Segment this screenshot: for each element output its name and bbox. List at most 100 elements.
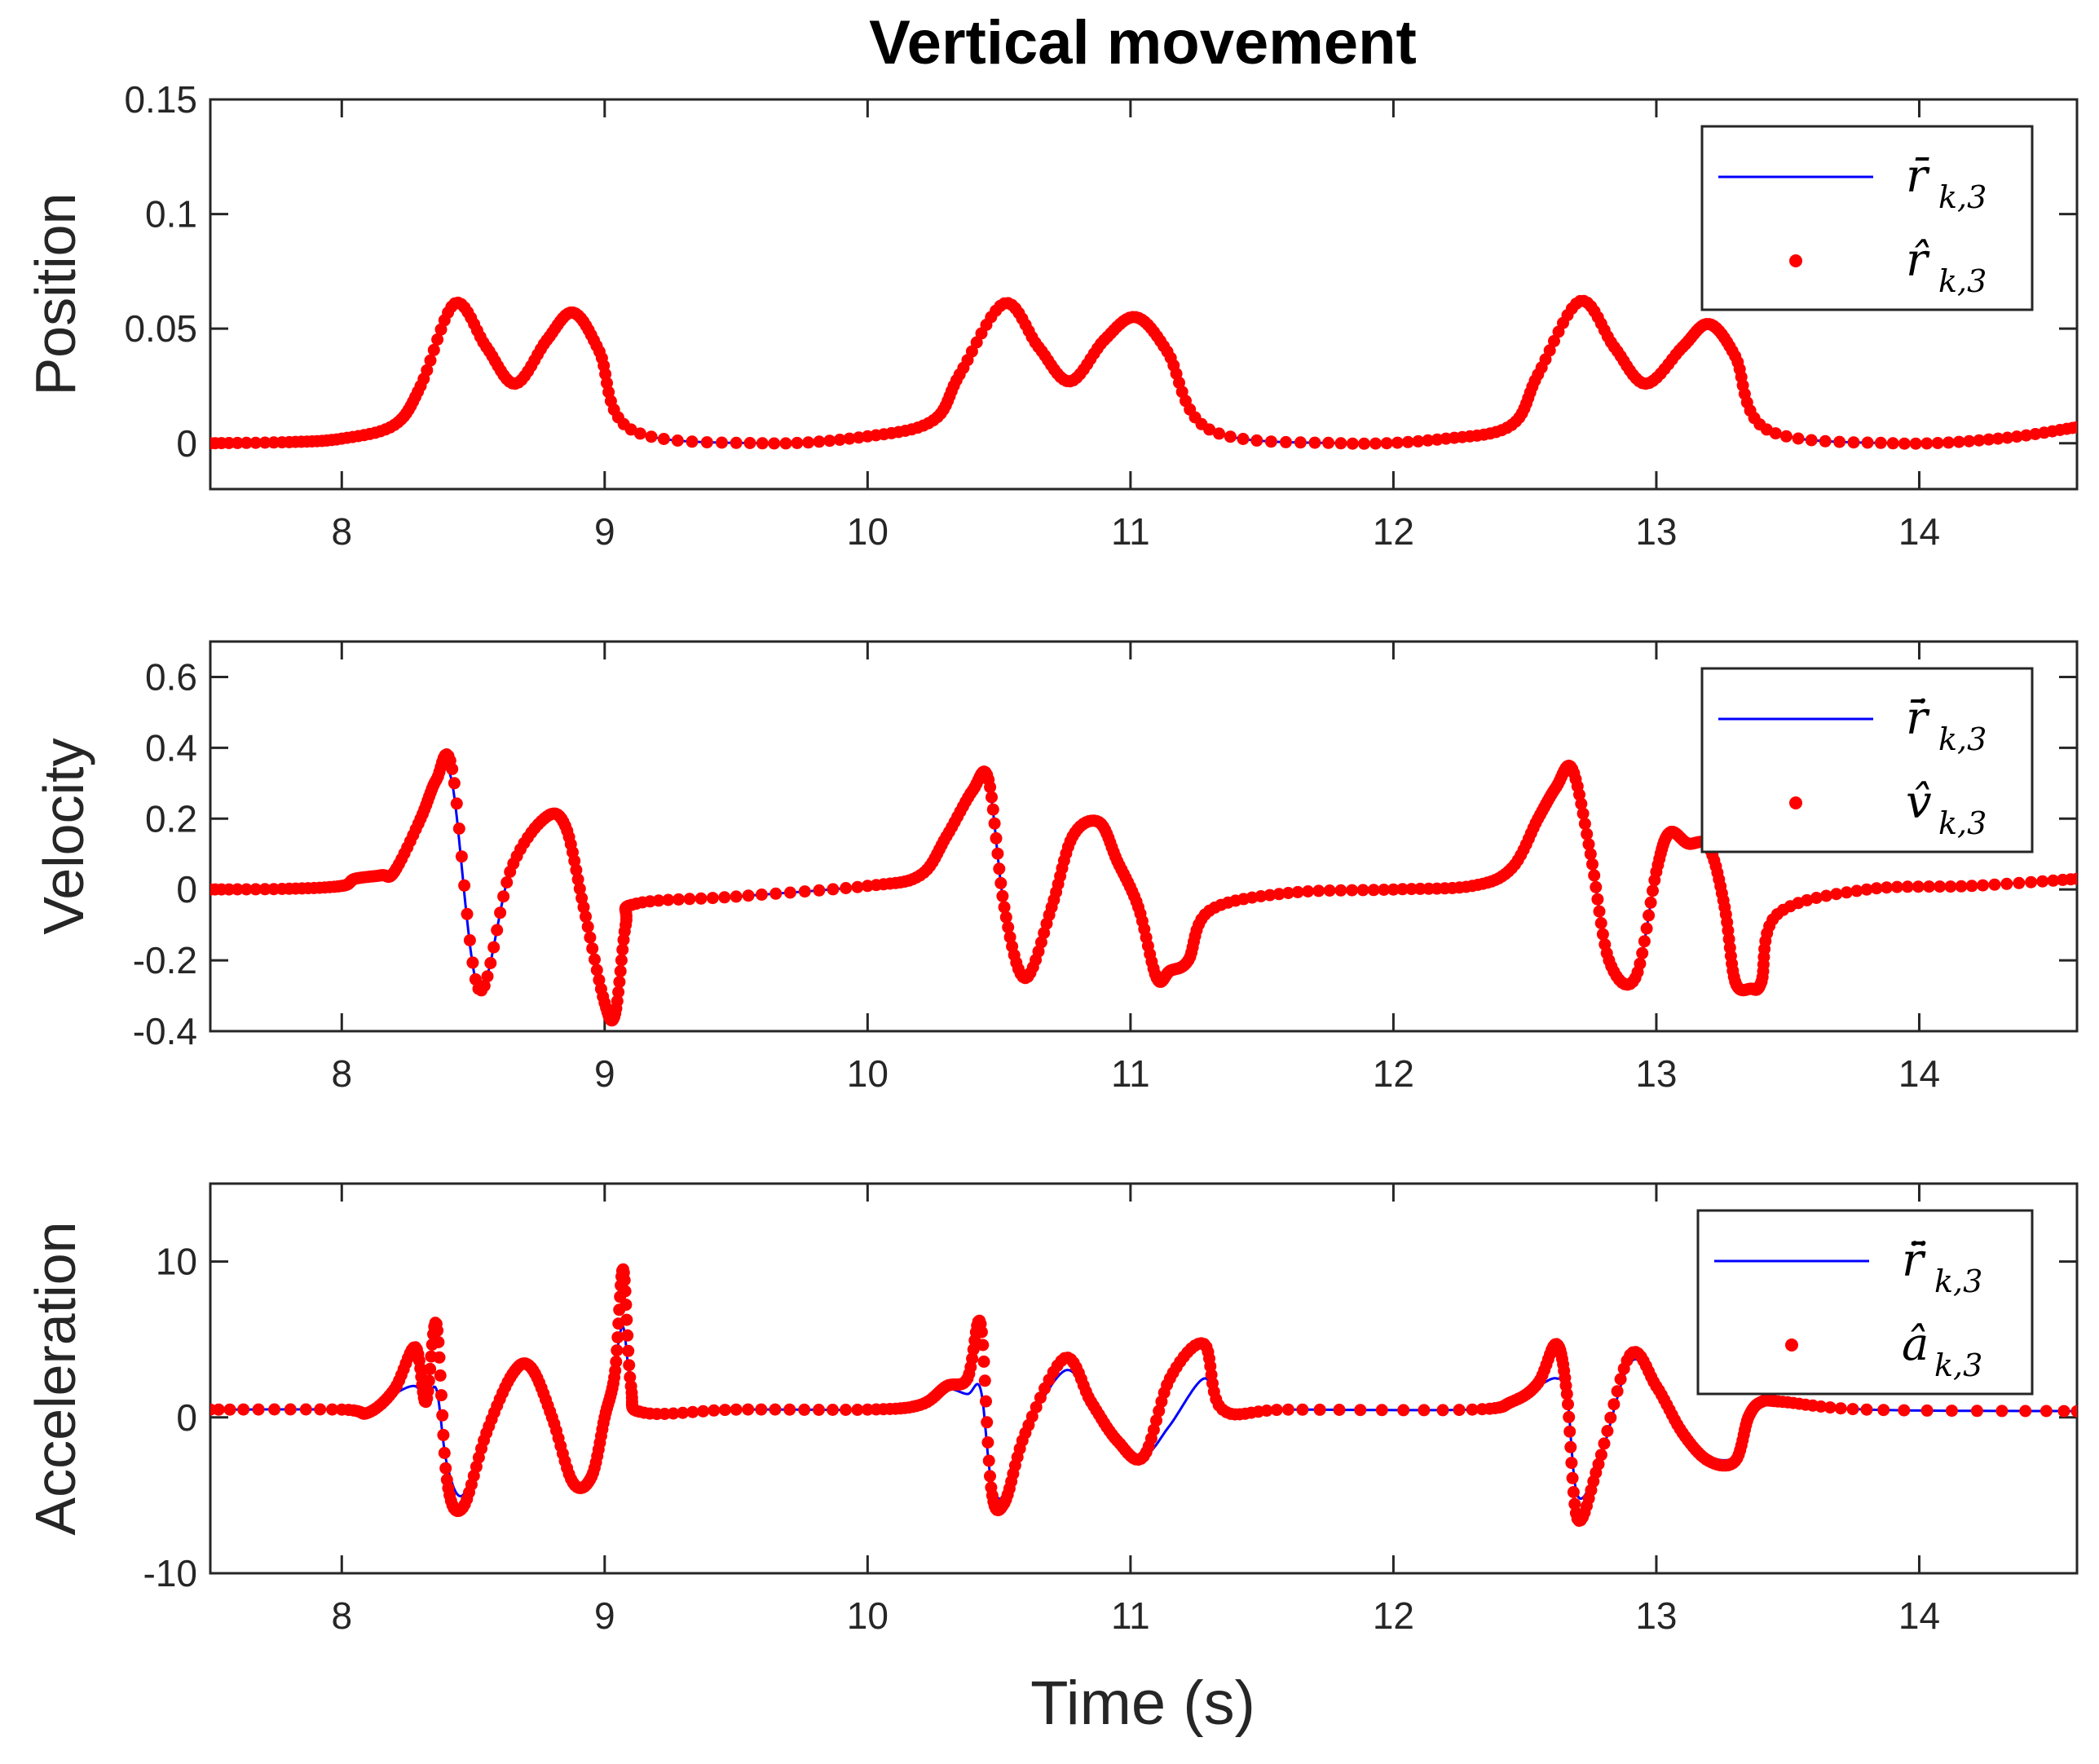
data-point xyxy=(484,957,497,969)
data-point xyxy=(861,1403,874,1416)
data-point xyxy=(2019,1405,2032,1418)
x-tick-label: 9 xyxy=(594,1594,615,1637)
data-point xyxy=(662,893,675,906)
data-point xyxy=(436,1409,449,1422)
data-point xyxy=(431,1324,444,1337)
data-point xyxy=(1977,879,1989,892)
data-point xyxy=(455,850,468,863)
data-point xyxy=(1562,1398,1574,1411)
data-point xyxy=(299,1403,312,1416)
data-point xyxy=(1378,884,1391,896)
data-point xyxy=(584,931,597,944)
data-point xyxy=(1396,883,1409,896)
data-point xyxy=(481,970,494,983)
legend-marker-subscript: k,3 xyxy=(1934,1347,1982,1383)
data-point xyxy=(240,883,253,896)
data-point xyxy=(994,876,1008,889)
data-point xyxy=(986,791,998,804)
data-point xyxy=(614,964,627,977)
legend-marker-subscript: k,3 xyxy=(1938,263,1987,299)
y-axis-label: Position xyxy=(24,192,87,395)
data-point xyxy=(497,890,510,903)
data-point xyxy=(568,854,581,867)
x-tick-label: 13 xyxy=(1635,1052,1677,1095)
data-point xyxy=(697,1405,710,1418)
data-point xyxy=(466,956,479,969)
data-point xyxy=(439,1462,452,1475)
x-tick-label: 10 xyxy=(847,1052,889,1095)
legend: ṙ̄ k,3v̂ k,3 xyxy=(1700,667,2034,853)
data-point xyxy=(975,1325,988,1338)
data-point xyxy=(577,901,590,914)
data-point xyxy=(2070,421,2077,434)
data-point xyxy=(1270,1404,1283,1417)
data-point xyxy=(798,1403,811,1416)
data-point xyxy=(1886,437,1899,450)
data-point xyxy=(1846,1403,1859,1416)
data-point xyxy=(783,1403,796,1416)
data-point xyxy=(240,436,253,449)
data-point xyxy=(1302,885,1315,897)
data-point xyxy=(999,911,1012,924)
data-point xyxy=(249,436,262,449)
data-point xyxy=(990,831,1003,845)
data-point xyxy=(1576,807,1590,820)
data-point xyxy=(827,883,840,896)
y-tick-label: 0.15 xyxy=(124,78,197,121)
data-point xyxy=(2047,874,2060,887)
data-point xyxy=(1413,882,1427,895)
data-point xyxy=(1909,437,1922,450)
data-point xyxy=(621,1329,634,1342)
data-point xyxy=(1334,884,1347,897)
x-tick-label: 10 xyxy=(847,1594,889,1637)
legend-marker-subscript: k,3 xyxy=(1938,805,1987,841)
data-point xyxy=(1874,436,1887,449)
data-point xyxy=(977,1338,990,1352)
data-point xyxy=(434,1369,447,1382)
data-point xyxy=(1819,889,1832,902)
legend-marker-label: r̂ xyxy=(1906,234,1930,287)
data-point xyxy=(686,435,699,448)
data-point xyxy=(1955,880,1968,893)
data-point xyxy=(570,863,583,876)
data-point xyxy=(1805,434,1818,447)
data-point xyxy=(1153,1405,1166,1418)
data-point xyxy=(434,1389,448,1402)
data-point xyxy=(1272,888,1285,901)
data-point xyxy=(742,889,755,902)
data-point xyxy=(1581,827,1594,840)
y-tick-label: 0 xyxy=(176,1396,197,1439)
x-tick-label: 8 xyxy=(331,1052,352,1095)
legend-marker-swatch xyxy=(1789,796,1802,809)
data-point xyxy=(2039,1405,2053,1418)
data-point xyxy=(1260,1405,1273,1417)
data-point xyxy=(437,1428,450,1441)
data-point xyxy=(1313,1403,1326,1416)
data-point xyxy=(623,1359,636,1372)
data-point xyxy=(613,976,626,989)
data-point xyxy=(610,1356,623,1368)
data-point xyxy=(463,934,476,946)
data-point xyxy=(432,1336,445,1348)
data-point xyxy=(840,882,853,894)
data-point xyxy=(1322,436,1335,449)
data-point xyxy=(1582,838,1595,851)
data-point xyxy=(1596,928,1609,941)
data-point xyxy=(1346,884,1359,897)
data-point xyxy=(1280,435,1292,448)
data-point xyxy=(2057,1405,2070,1418)
legend-box xyxy=(1700,125,2034,311)
data-point xyxy=(1565,1457,1578,1470)
data-point xyxy=(268,1403,281,1416)
data-point xyxy=(620,1299,633,1312)
data-point xyxy=(580,910,592,923)
data-point xyxy=(424,1362,437,1375)
data-point xyxy=(2013,876,2026,889)
data-point xyxy=(1973,434,1986,447)
data-point xyxy=(779,437,792,450)
x-tick-label: 8 xyxy=(331,1594,352,1637)
data-point xyxy=(851,1404,864,1416)
data-point xyxy=(258,436,271,449)
